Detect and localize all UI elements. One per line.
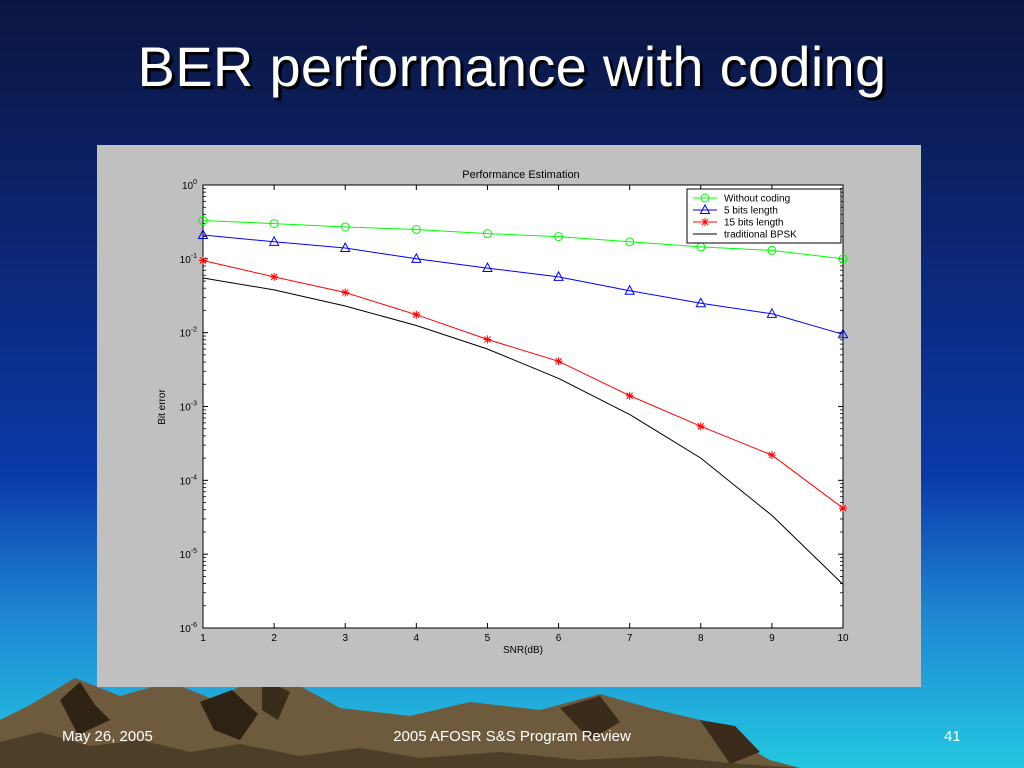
y-tick-label: 10-2: [180, 327, 197, 340]
data-point-triangle: [411, 252, 422, 263]
data-point-triangle: [837, 328, 849, 339]
series-without-coding: [198, 216, 848, 264]
x-tick-label: 7: [627, 633, 633, 644]
legend-item: 15 bits length: [693, 218, 784, 229]
ber-chart: Performance Estimation 1 2 3 4 5 6 7 8 9 10 10010…: [157, 169, 849, 656]
y-tick-label: 10-6: [180, 622, 197, 635]
x-axis-label: SNR(dB): [503, 645, 543, 656]
x-tick-label: 10: [837, 633, 849, 644]
data-point-star: [767, 451, 776, 460]
data-point-triangle: [699, 203, 711, 214]
data-point-star: [554, 357, 563, 366]
series-traditional-bpsk: [202, 277, 844, 585]
x-tick-label: 9: [769, 633, 775, 644]
legend-label: 5 bits length: [724, 206, 778, 217]
data-point-star: [701, 218, 709, 226]
data-point-circle: [838, 254, 848, 264]
data-point-circle: [625, 237, 635, 247]
chart-title: Performance Estimation: [462, 169, 579, 181]
x-tick-label: 6: [556, 633, 562, 644]
y-axis: 100 10-1 10-2 10-3 10-4 10-5 10-6: [180, 179, 843, 635]
data-point-star: [696, 422, 705, 431]
series-line: [202, 234, 844, 335]
data-point-circle: [340, 222, 350, 232]
data-point-circle: [411, 224, 421, 234]
legend-label: Without coding: [724, 194, 790, 205]
chart-panel: Performance Estimation 1 2 3 4 5 6 7 8 9 10 100 10…: [97, 145, 921, 687]
series-line: [202, 277, 844, 585]
data-point-circle: [198, 216, 208, 226]
x-axis: 1 2 3 4 5 6 7 8 9 10: [200, 185, 849, 644]
data-point-circle: [700, 193, 710, 203]
data-point-triangle: [197, 228, 209, 240]
series-line: [202, 220, 844, 260]
x-tick-label: 2: [271, 633, 277, 644]
x-tick-label: 8: [698, 633, 704, 644]
legend-label: 15 bits length: [724, 218, 784, 229]
data-point-triangle: [482, 261, 493, 273]
plot-area: [202, 184, 844, 629]
x-tick-label: 5: [485, 633, 491, 644]
data-point-star: [625, 391, 634, 400]
legend-item: Without coding: [693, 193, 790, 205]
footer-date: May 26, 2005: [62, 728, 153, 745]
data-point-star: [483, 335, 492, 344]
data-point-star: [839, 504, 847, 513]
mountain-background: [0, 676, 800, 768]
data-point-triangle: [624, 284, 635, 295]
data-point-circle: [767, 245, 777, 255]
footer-center-text: 2005 AFOSR S&S Program Review: [393, 728, 631, 745]
series-5-bits-length: [197, 228, 849, 339]
data-point-circle: [554, 232, 564, 242]
y-tick-label: 10-5: [180, 548, 197, 561]
data-point-triangle: [553, 270, 564, 281]
legend-item: 5 bits length: [693, 203, 778, 217]
series-layer: [197, 216, 849, 585]
legend-label: traditional BPSK: [724, 230, 797, 241]
y-tick-label: 100: [182, 179, 197, 192]
data-point-triangle: [766, 307, 778, 318]
data-point-circle: [482, 229, 492, 239]
slide-title: BER performance with coding: [137, 35, 887, 98]
series-line: [202, 260, 844, 509]
data-point-star: [341, 288, 350, 297]
y-tick-label: 10-3: [180, 401, 197, 414]
data-point-star: [412, 310, 421, 319]
data-point-triangle: [268, 235, 280, 246]
legend-item: traditional BPSK: [693, 230, 797, 241]
data-point-circle: [269, 219, 279, 229]
x-tick-label: 1: [200, 633, 206, 644]
page-number: 41: [944, 728, 961, 745]
x-tick-label: 3: [342, 633, 348, 644]
y-tick-label: 10-1: [180, 253, 197, 266]
data-point-star: [199, 256, 207, 265]
y-tick-label: 10-4: [180, 474, 197, 487]
y-axis-label: Bit error: [157, 389, 168, 425]
data-point-triangle: [339, 241, 351, 253]
data-point-triangle: [695, 297, 707, 308]
series-15-bits-length: [199, 256, 847, 513]
data-point-star: [270, 272, 279, 281]
x-tick-label: 4: [414, 633, 420, 644]
